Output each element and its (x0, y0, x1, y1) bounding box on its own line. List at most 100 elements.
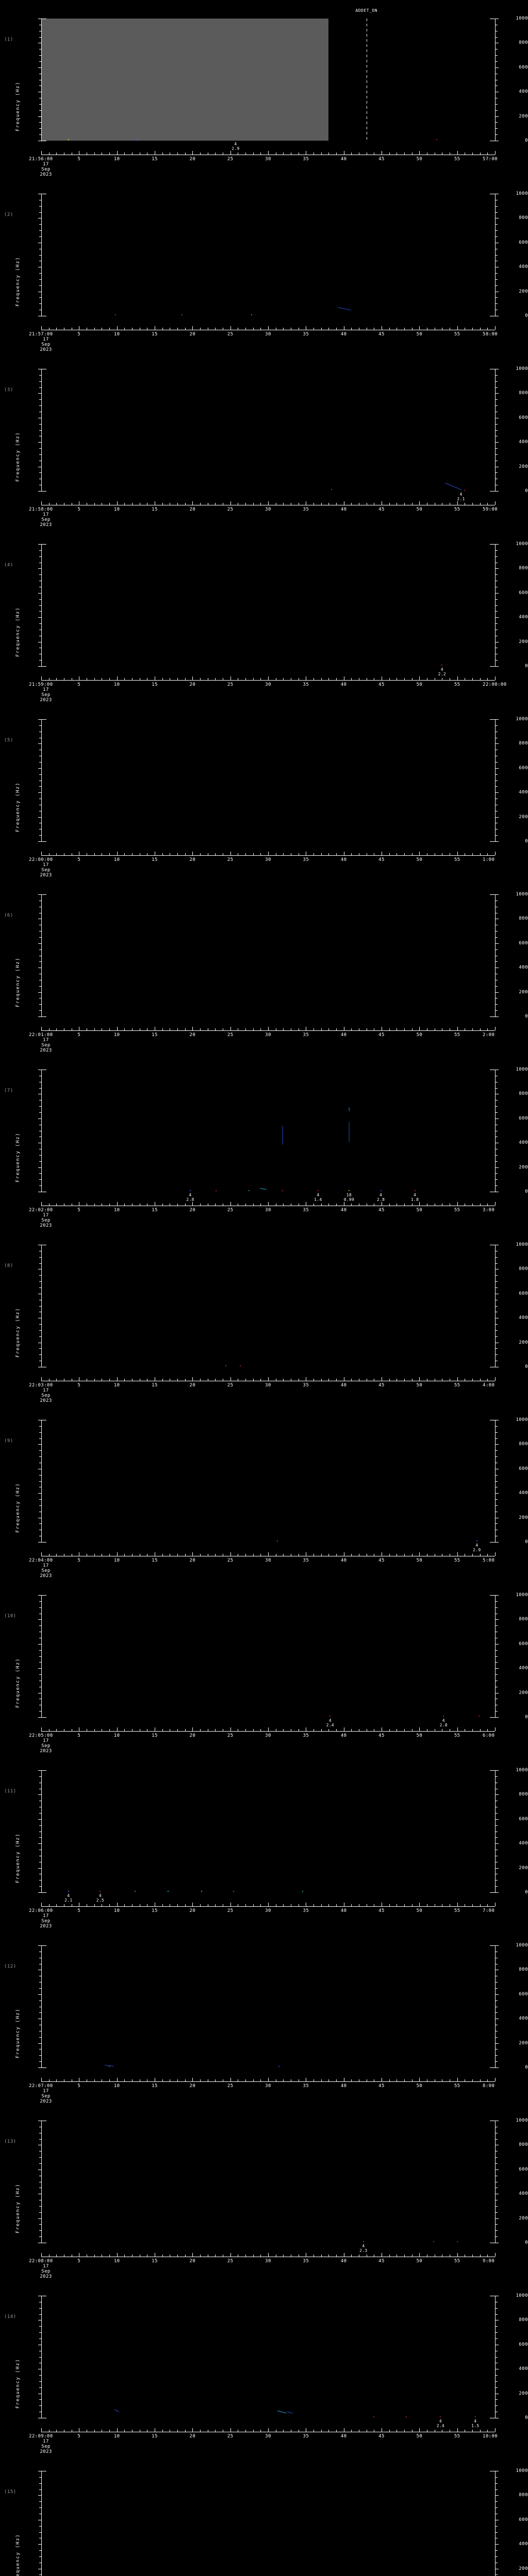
x-axis-tick (283, 2079, 284, 2081)
y-axis-tick-right (496, 2326, 498, 2327)
x-axis-tick (215, 1904, 216, 1906)
y-axis-tick (39, 122, 41, 123)
x-axis-line (41, 1731, 495, 1732)
x-axis-tick (457, 852, 458, 855)
x-axis-tick (495, 151, 496, 155)
x-axis-end-label: 2:00 (483, 1032, 495, 1038)
y-axis-tick-label: 600 (519, 590, 528, 596)
y-axis-tick-right (496, 574, 498, 575)
x-axis-tick (472, 678, 473, 680)
x-axis-tick-label: 55 (454, 332, 460, 337)
y-axis-cap-bottom-right (490, 1016, 496, 1017)
x-axis-tick-label: 15 (152, 2434, 158, 2439)
y-axis-tick (38, 768, 41, 769)
x-axis-tick (283, 678, 284, 680)
plot-area (41, 1420, 495, 1542)
x-axis-tick-label: 40 (340, 857, 347, 862)
x-axis-tick-label: 15 (152, 332, 158, 337)
y-axis-tick (39, 1505, 41, 1506)
x-axis-tick-label: 20 (189, 1032, 196, 1038)
x-axis-date-label: 17 Sep 2023 (34, 687, 58, 703)
y-axis-tick-right (496, 206, 498, 207)
plot-area (41, 1595, 495, 1717)
plot-background (41, 2296, 495, 2418)
y-axis-title: Frequency (Hz) (15, 2008, 21, 2058)
y-axis-tick (39, 2206, 41, 2207)
y-axis-tick-right (496, 1275, 498, 1276)
x-axis-tick (419, 151, 420, 155)
x-axis-tick (419, 1552, 420, 1556)
x-axis-tick (472, 1729, 473, 1731)
y-axis-tick (39, 1988, 41, 1989)
y-axis-tick-right (496, 2550, 498, 2551)
y-axis-tick-right (496, 1324, 498, 1325)
x-axis-tick (177, 328, 178, 330)
x-axis-tick (472, 2255, 473, 2257)
x-axis-tick (230, 2078, 231, 2081)
y-axis-tick (38, 1493, 41, 1494)
y-axis-tick (38, 2544, 41, 2545)
x-axis-line (41, 1030, 495, 1031)
x-axis-tick (215, 1729, 216, 1731)
x-axis-tick (245, 152, 246, 155)
x-axis-tick (487, 853, 488, 855)
x-axis-tick (162, 853, 163, 855)
x-axis-tick-label: 25 (227, 857, 234, 862)
x-axis-tick (321, 1379, 322, 1381)
x-axis-tick (109, 2079, 110, 2081)
x-axis-tick-label: 55 (454, 2259, 460, 2264)
x-axis-start-label: 22:02:00 (29, 1208, 53, 1213)
x-axis-tick (48, 503, 50, 505)
y-axis-tick-right (496, 617, 499, 618)
y-axis-title: Frequency (Hz) (15, 81, 21, 131)
y-axis-tick (38, 743, 41, 744)
y-axis-tick-label: 1000 (516, 1242, 528, 1247)
date-line: 17 (43, 1913, 49, 1919)
x-axis-tick (109, 1554, 110, 1556)
plot-background (41, 2121, 495, 2243)
detection-point (239, 1365, 241, 1367)
phase-pick-value: 2.1 (457, 497, 465, 501)
y-axis-tick-label: 200 (519, 464, 528, 469)
y-axis-tick-label: 200 (519, 639, 528, 645)
x-axis-start-label: 21:56:00 (29, 157, 53, 162)
x-axis-tick (132, 503, 133, 505)
x-axis-tick (132, 2430, 133, 2432)
detection-point (474, 2416, 476, 2418)
y-axis-tick-right (496, 623, 498, 624)
y-axis-tick-right (496, 943, 499, 944)
y-axis-cap-top-right (490, 894, 496, 895)
x-axis-tick-label: 10 (113, 2434, 120, 2439)
x-axis-tick (389, 1554, 390, 1556)
y-axis-tick (39, 961, 41, 962)
y-axis-tick-right (496, 472, 498, 473)
x-axis-tick (457, 1727, 458, 1731)
x-axis-tick (162, 678, 163, 680)
x-axis-tick (336, 853, 337, 855)
x-axis-end-label: 6:00 (483, 1733, 495, 1738)
y-axis-tick-label: 200 (519, 2391, 528, 2396)
x-axis-tick (177, 678, 178, 680)
y-axis-tick-label: 1000 (516, 1592, 528, 1598)
x-axis-tick (124, 503, 125, 505)
x-axis-tick (162, 1379, 163, 1381)
y-axis-tick (39, 2399, 41, 2400)
y-axis-tick (38, 1444, 41, 1445)
x-axis-tick-label: 10 (113, 857, 120, 862)
x-axis-tick (185, 152, 186, 155)
detection-point (414, 1190, 416, 1192)
x-axis-tick-label: 45 (378, 1383, 385, 1388)
x-axis-tick (457, 1202, 458, 1206)
x-axis-tick (321, 1554, 322, 1556)
x-axis-tick-label: 5 (77, 332, 81, 337)
y-axis-tick-label: 400 (519, 89, 528, 95)
x-axis-tick (245, 503, 246, 505)
y-axis-tick-label: 400 (519, 439, 528, 445)
y-axis-cap-top-right (490, 719, 496, 720)
y-axis-tick (38, 1819, 41, 1820)
x-axis-tick (230, 1377, 231, 1381)
y-axis-tick (39, 303, 41, 304)
x-axis-tick-label: 5 (77, 1383, 81, 1388)
x-axis-tick-label: 5 (77, 2083, 81, 2089)
y-axis-tick (39, 255, 41, 256)
